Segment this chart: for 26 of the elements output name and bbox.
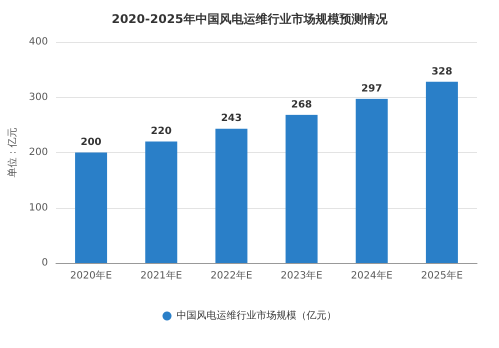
y-tick-label: 400 [28,36,48,48]
data-label: 200 [80,137,102,148]
x-tick-label: 2020年E [70,270,112,282]
bar [356,98,388,263]
y-tick-label: 0 [42,258,48,268]
x-tick-label: 2021年E [140,270,182,282]
data-label: 328 [431,66,452,78]
data-label: 243 [220,113,242,124]
x-tick-label: 2024年E [350,270,393,282]
y-tick-label: 100 [28,202,48,214]
bar [145,141,178,263]
y-axis-title: 单位：亿元 [6,128,18,178]
data-label: 268 [291,99,312,110]
data-label: 220 [150,126,172,137]
x-tick-label: 2023年E [280,270,322,282]
y-tick-label: 300 [28,92,48,103]
data-label: 297 [361,83,382,94]
y-tick-label: 200 [28,147,48,158]
x-tick-label: 2022年E [210,270,252,282]
bar [215,128,248,263]
legend-label: 中国风电运维行业市场规模（亿元） [176,310,336,322]
bar [75,152,108,263]
x-tick-label: 2025年E [421,270,463,282]
chart-title: 2020-2025年中国风电运维行业市场规模预测情况 [112,12,388,26]
bar [426,82,458,263]
bar [286,114,318,263]
